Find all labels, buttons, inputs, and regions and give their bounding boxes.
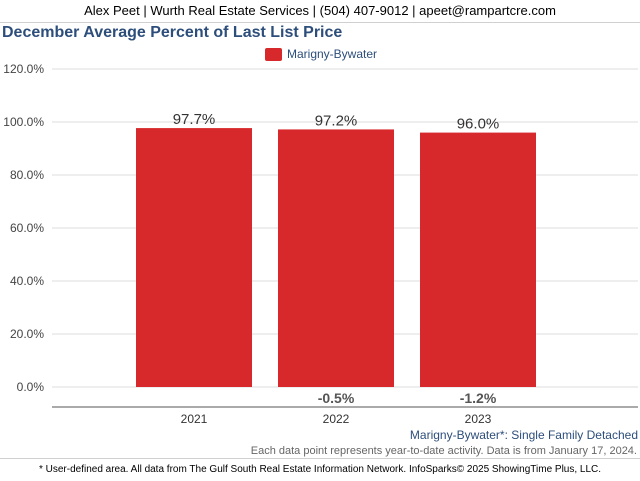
disclaimer-text: * User-defined area. All data from The G… bbox=[38, 464, 602, 475]
y-tick-label: 40.0% bbox=[10, 274, 44, 288]
y-tick-label: 0.0% bbox=[17, 380, 45, 394]
legend-label: Marigny-Bywater bbox=[287, 47, 378, 61]
x-tick-label: 2022 bbox=[323, 412, 350, 426]
bar-2021 bbox=[136, 128, 252, 387]
contact-header: Alex Peet | Wurth Real Estate Services |… bbox=[0, 0, 640, 23]
change-label: -0.5% bbox=[318, 390, 355, 406]
y-tick-label: 60.0% bbox=[10, 221, 44, 235]
chart-title: December Average Percent of Last List Pr… bbox=[2, 24, 343, 41]
value-label: 97.7% bbox=[173, 111, 216, 128]
y-tick-label: 100.0% bbox=[3, 115, 44, 129]
y-tick-label: 80.0% bbox=[10, 168, 44, 182]
legend-swatch bbox=[265, 47, 282, 61]
x-tick-label: 2023 bbox=[465, 412, 492, 426]
y-tick-label: 20.0% bbox=[10, 327, 44, 341]
bar-2022 bbox=[278, 129, 394, 388]
area-note: Marigny-Bywater*: Single Family Detached bbox=[409, 428, 638, 442]
bar-2023 bbox=[420, 132, 536, 387]
chart-legend: Marigny-Bywater bbox=[265, 46, 377, 62]
x-tick-label: 2021 bbox=[181, 412, 208, 426]
change-label: -1.2% bbox=[460, 390, 497, 406]
data-note: Each data point represents year-to-date … bbox=[250, 445, 637, 457]
contact-header-text: Alex Peet | Wurth Real Estate Services |… bbox=[84, 3, 556, 18]
disclaimer-footer: * User-defined area. All data from The G… bbox=[0, 458, 640, 481]
value-label: 96.0% bbox=[457, 116, 500, 133]
y-tick-label: 120.0% bbox=[3, 62, 44, 76]
value-label: 97.2% bbox=[315, 112, 358, 129]
